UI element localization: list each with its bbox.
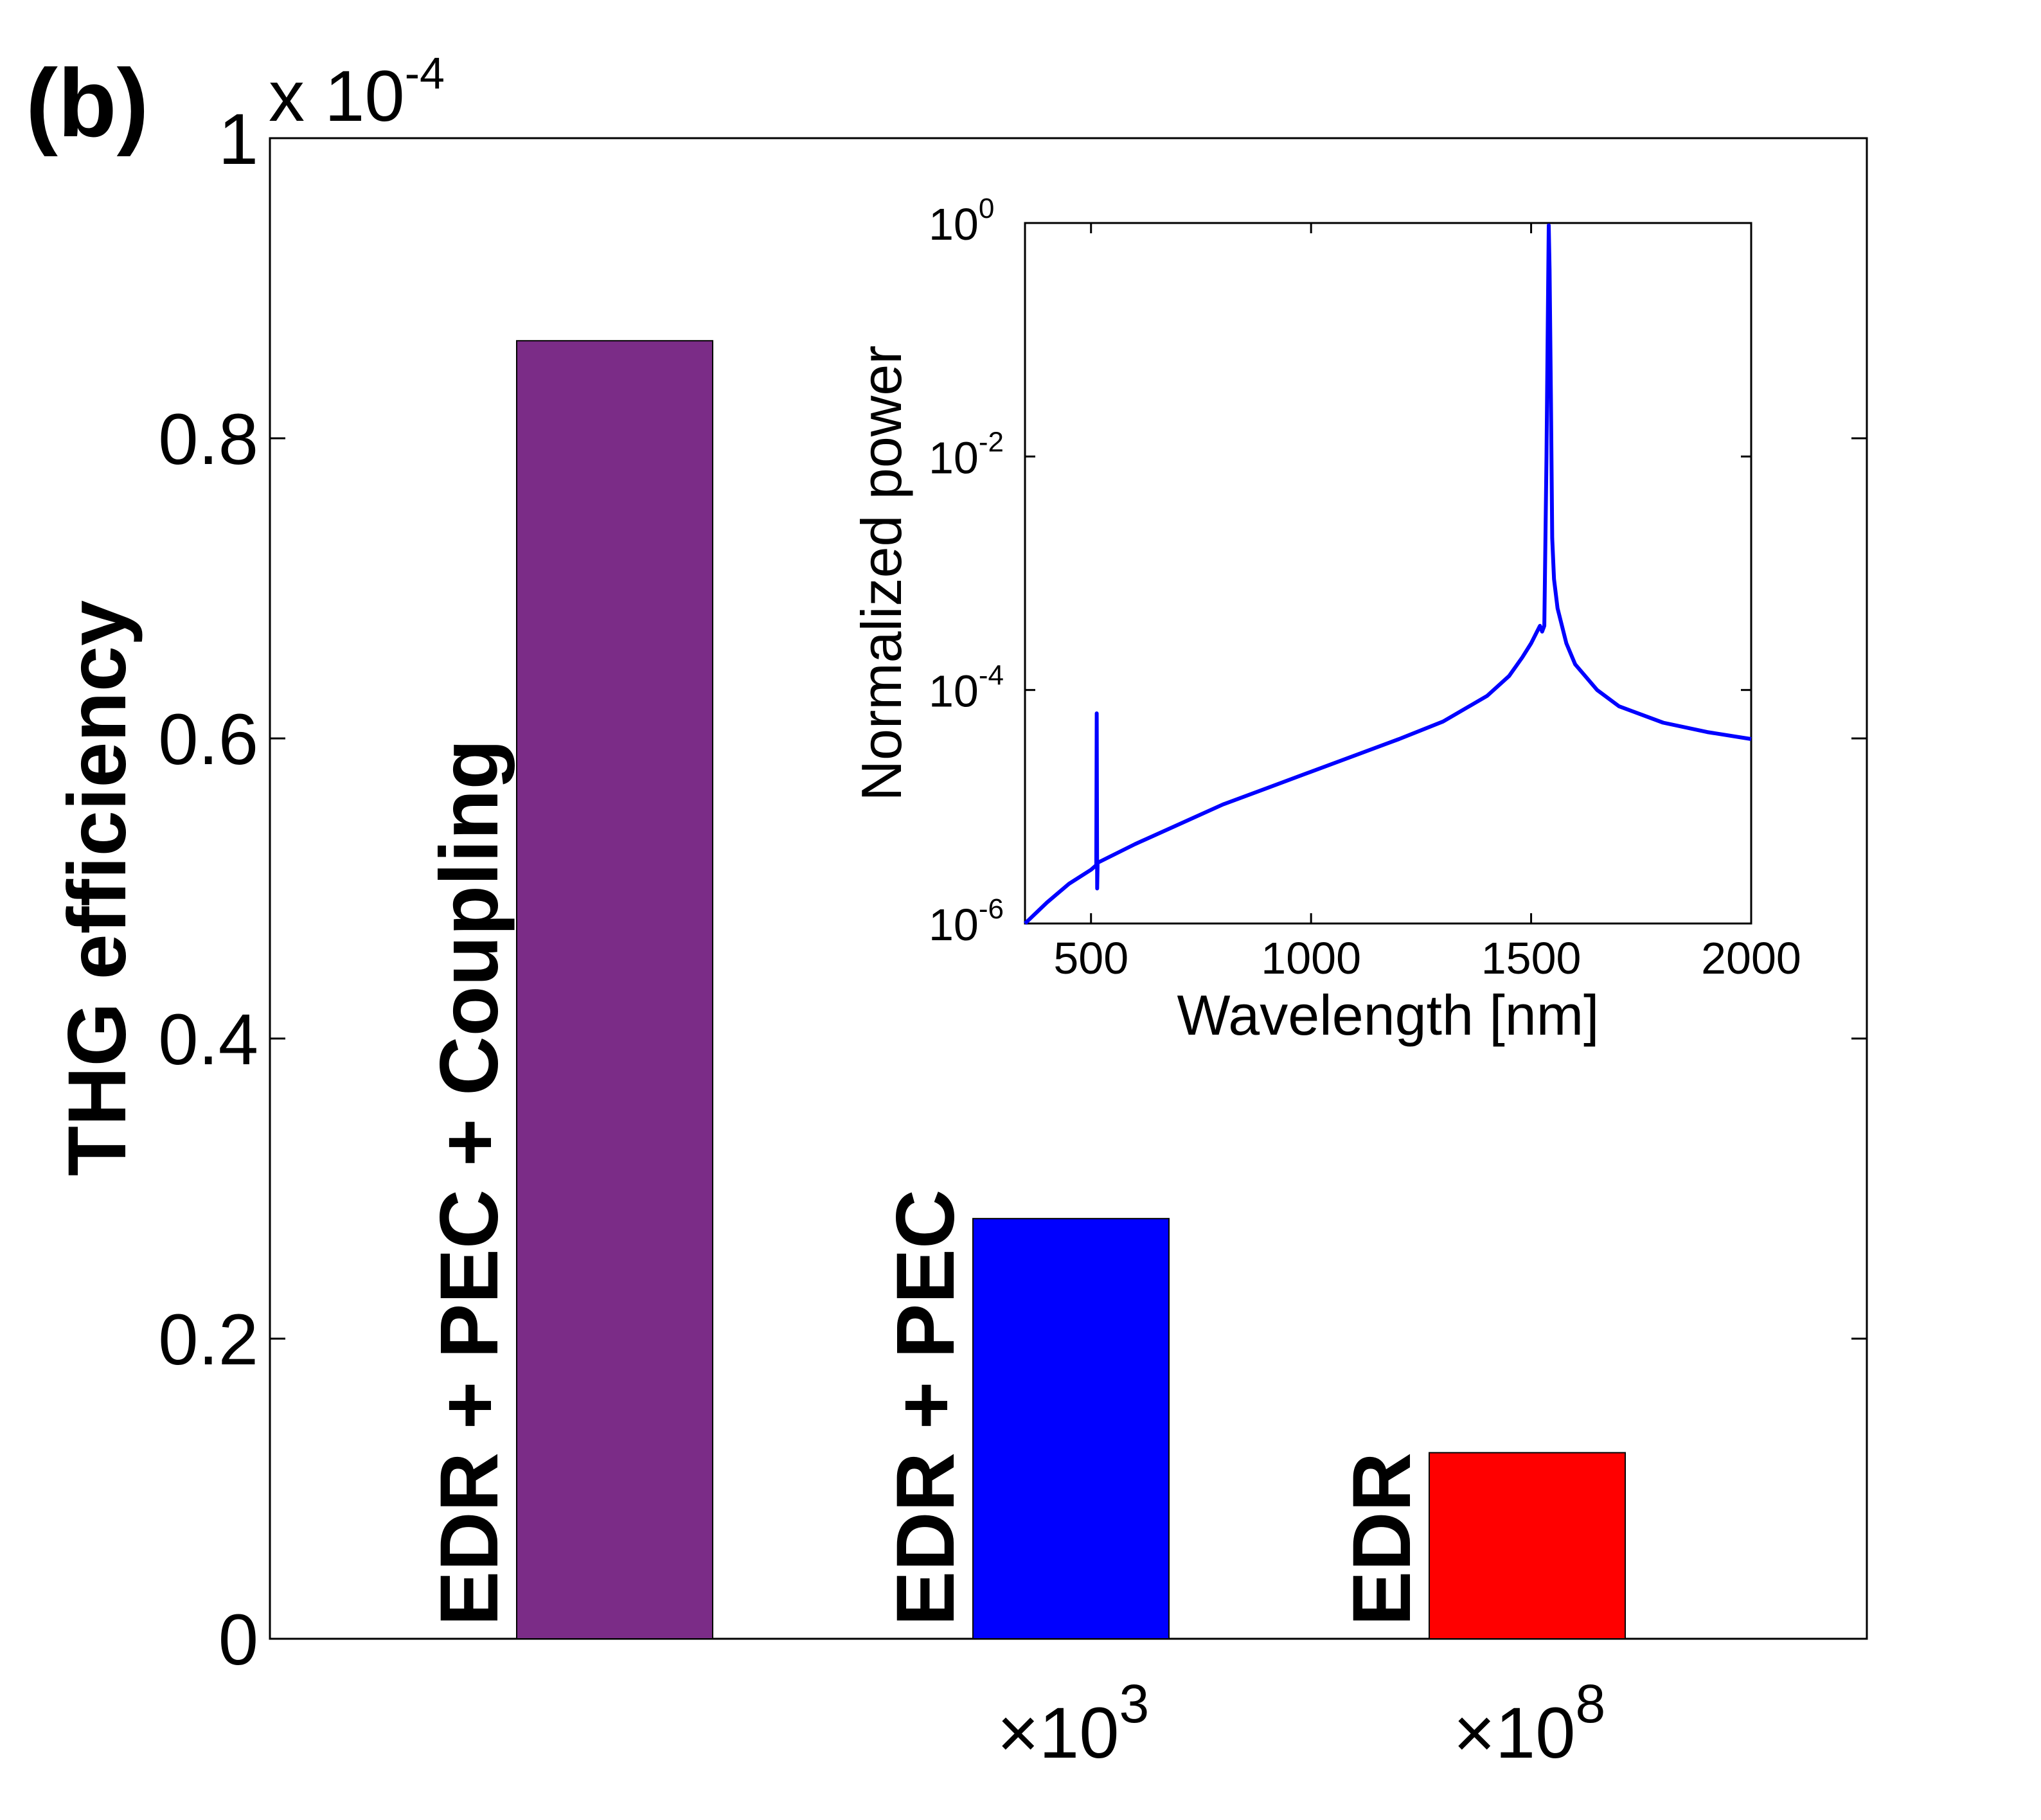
bar-category-label: EDR + PEC + Coupling <box>423 739 515 1626</box>
bar-multiplier-exponent: 8 <box>1575 1673 1605 1734</box>
inset-y-tick-base: 10 <box>929 900 979 950</box>
bar-category-label: EDR <box>1336 1452 1428 1626</box>
main-y-tick-label: 0 <box>218 1600 258 1680</box>
inset-x-tick-label: 1000 <box>1261 933 1361 983</box>
main-y-tick-label: 1 <box>218 99 258 179</box>
inset-y-tick-exponent: -4 <box>979 660 1004 691</box>
main-y-tick-label: 0.2 <box>158 1299 258 1380</box>
bar-multiplier-symbol: × <box>997 1693 1039 1773</box>
bar-multiplier-exponent: 3 <box>1119 1673 1149 1734</box>
inset-y-tick-exponent: -6 <box>979 893 1004 925</box>
panel-label: (b) <box>26 49 149 157</box>
inset-x-axis-label: Wavelength [nm] <box>1177 983 1599 1047</box>
bar-multiplier-base: 10 <box>1039 1693 1119 1773</box>
bar-multiplier-base: 10 <box>1495 1693 1576 1773</box>
bar-category-label: EDR + PEC <box>880 1190 972 1626</box>
main-multipliers: ×103 ×108 <box>997 1673 1606 1773</box>
inset-axes-box <box>1024 222 1752 925</box>
inset-series-line <box>1023 223 1752 925</box>
inset-x-tick-label: 1500 <box>1481 933 1582 983</box>
main-y-tick-label: 0.8 <box>158 399 258 479</box>
main-bars <box>516 340 1626 1639</box>
inset-series <box>1023 223 1752 925</box>
inset-x-tick-label: 500 <box>1053 933 1128 983</box>
bar <box>972 1218 1170 1639</box>
inset-y-tick-exponent: 0 <box>979 193 994 224</box>
main-y-tick-label: 0.6 <box>158 699 258 780</box>
inset-x-ticks: 500 1000 1500 2000 <box>1053 223 1801 983</box>
inset-y-tick-label: 10-6 <box>929 893 1004 950</box>
y-scale-factor-base: x 10 <box>269 56 405 136</box>
main-y-ticks: 0 0.2 0.4 0.6 0.8 1 <box>158 99 1867 1680</box>
bar-multiplier-symbol: × <box>1454 1693 1495 1773</box>
y-scale-factor: x 10-4 <box>269 48 445 136</box>
inset-y-axis-label: Normalized power <box>850 345 913 801</box>
inset-x-tick-label: 2000 <box>1701 933 1801 983</box>
inset-y-tick-label: 10-2 <box>929 426 1004 483</box>
main-bar-chart: 00.20.40.60.81 EDR + PEC + Coupling EDR +… <box>51 48 1868 1773</box>
main-y-axis-label: THG efficiency <box>51 600 143 1176</box>
bar-multiplier: ×103 <box>997 1673 1150 1773</box>
y-scale-factor-exponent: -4 <box>405 48 445 98</box>
main-bar-labels: EDR + PEC + Coupling EDR + PEC EDR <box>423 739 1428 1626</box>
inset-y-tick-base: 10 <box>929 666 979 717</box>
inset-y-tick-base: 10 <box>929 199 979 249</box>
inset-y-tick-base: 10 <box>929 433 979 483</box>
inset-y-tick-label: 10-4 <box>929 660 1004 717</box>
inset-y-tick-exponent: -2 <box>979 426 1004 458</box>
inset-y-tick-label: 100 <box>929 193 994 249</box>
bar <box>516 340 713 1639</box>
bar-multiplier: ×108 <box>1454 1673 1606 1773</box>
main-y-tick-label: 0.4 <box>158 999 258 1080</box>
bar <box>1429 1452 1626 1639</box>
